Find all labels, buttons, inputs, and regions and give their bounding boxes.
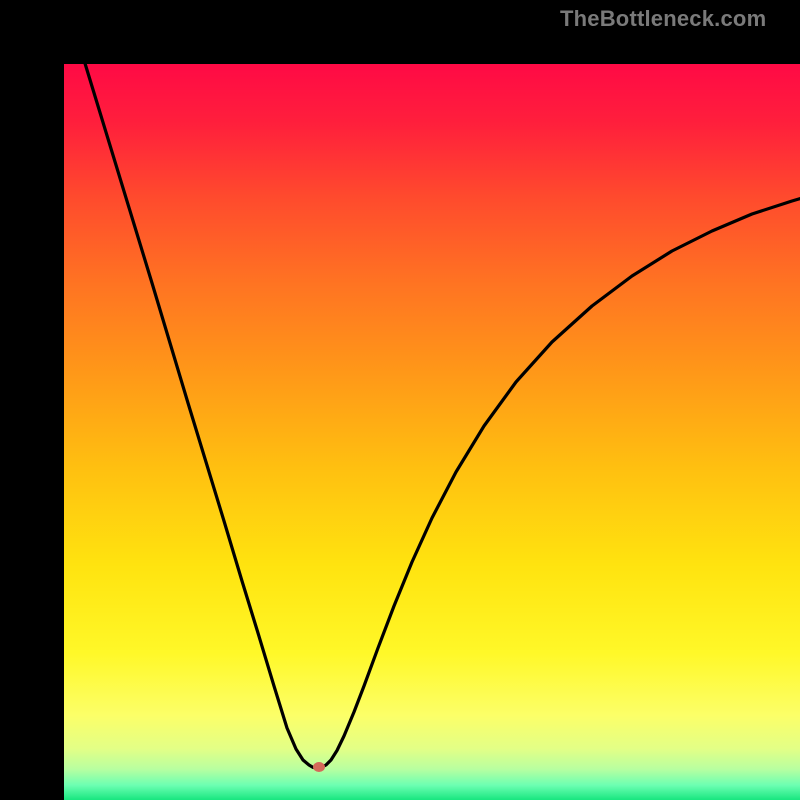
- chart-svg: [32, 32, 800, 800]
- plot-area: [32, 32, 768, 768]
- figure-root: TheBottleneck.com: [0, 0, 800, 800]
- minimum-marker: [313, 762, 325, 772]
- plot-background: [64, 64, 800, 800]
- watermark-text: TheBottleneck.com: [560, 6, 766, 32]
